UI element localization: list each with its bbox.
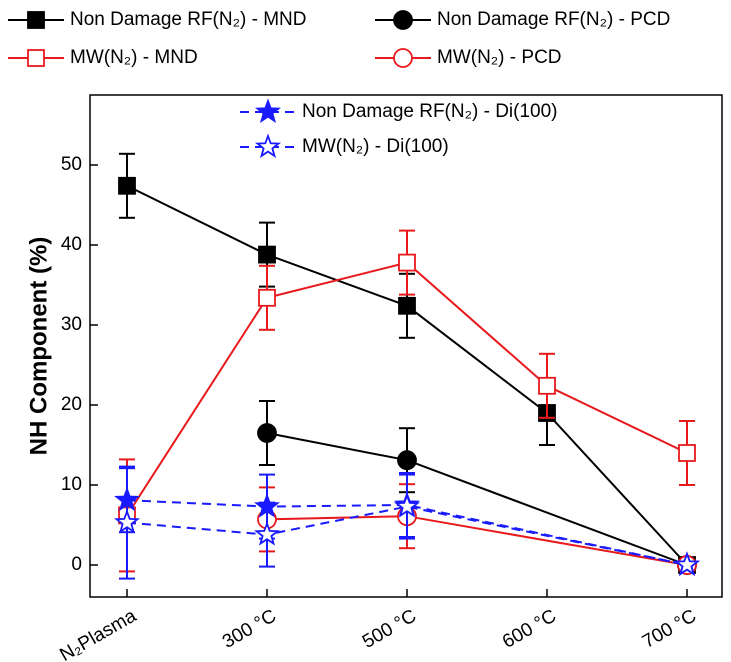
y-tick-label: 0 (71, 554, 82, 575)
y-tick-label: 10 (61, 474, 82, 495)
marker (257, 423, 277, 443)
marker (674, 551, 700, 576)
series-line (126, 505, 688, 566)
legend-entry: Non Damage RF(N₂) - PCD (375, 9, 670, 30)
legend-label: Non Damage RF(N₂) - PCD (437, 9, 670, 30)
marker (258, 245, 276, 264)
marker (27, 11, 45, 29)
legend-label: MW(N₂) - PCD (437, 47, 562, 68)
marker (254, 521, 280, 546)
marker (538, 376, 556, 395)
x-tick-label: N₂Plasma (56, 605, 140, 662)
marker (397, 450, 417, 471)
marker (118, 176, 136, 195)
legend-label: MW(N₂) - Di(100) (302, 136, 449, 157)
marker (398, 296, 416, 315)
legend-entry: MW(N₂) - PCD (375, 47, 562, 68)
x-tick-label: 700 °C (639, 605, 700, 652)
x-tick-label: 300 °C (219, 605, 280, 652)
marker (678, 444, 696, 462)
y-axis-label: NH Component (%) (25, 237, 52, 456)
y-tick-label: 30 (61, 314, 82, 335)
legend-label: Non Damage RF(N₂) - MND (70, 9, 306, 30)
marker (258, 288, 276, 307)
x-tick-label: 600 °C (499, 605, 560, 652)
legend-entry: MW(N₂) - MND (8, 47, 198, 68)
legend-label: MW(N₂) - MND (70, 47, 198, 68)
marker (398, 253, 416, 272)
legend-entry: Non Damage RF(N₂) - Di(100) (240, 98, 558, 123)
legend-entry: Non Damage RF(N₂) - MND (8, 9, 306, 30)
legend-entry: MW(N₂) - Di(100) (240, 133, 449, 158)
x-tick-label: 500 °C (359, 605, 420, 652)
marker (114, 509, 140, 534)
marker (255, 98, 281, 123)
legend-label: Non Damage RF(N₂) - Di(100) (302, 101, 558, 122)
plot-frame (89, 94, 723, 598)
marker (393, 48, 413, 68)
series-line (266, 432, 688, 566)
marker (255, 133, 281, 158)
y-tick-label: 20 (61, 394, 82, 415)
marker (394, 493, 420, 518)
marker (393, 10, 413, 30)
marker (27, 49, 45, 67)
y-tick-label: 40 (61, 234, 82, 255)
y-tick-label: 50 (61, 154, 82, 175)
